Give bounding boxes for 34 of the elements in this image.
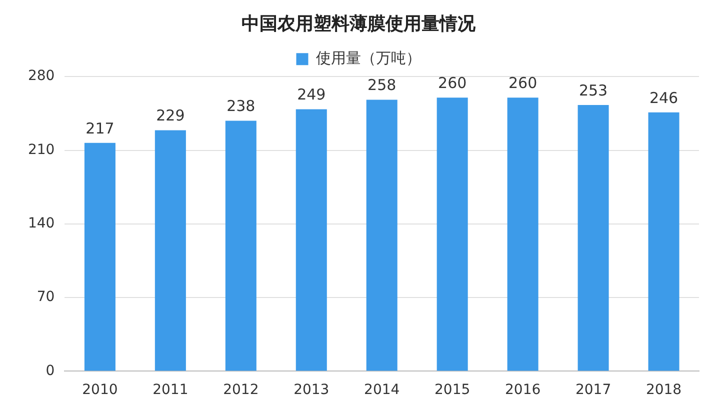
data-label: 238 (226, 97, 256, 116)
data-label: 229 (156, 106, 185, 125)
bar (84, 142, 116, 371)
y-tick-label: 280 (28, 68, 55, 84)
x-tick-label: 2015 (434, 382, 470, 398)
x-tick-label: 2011 (152, 382, 188, 398)
y-tick-label: 140 (28, 216, 55, 232)
x-tick-label: 2014 (364, 382, 400, 398)
data-label: 260 (508, 74, 538, 92)
data-label: 246 (649, 88, 678, 107)
data-label: 253 (578, 81, 608, 100)
data-label: 258 (368, 76, 396, 94)
bar (154, 130, 186, 371)
x-tick-label: 2013 (294, 382, 330, 398)
bar (366, 100, 398, 371)
x-tick-label: 2016 (504, 382, 541, 398)
x-tick-label: 2012 (223, 382, 259, 398)
data-label: 260 (438, 74, 467, 92)
bar (648, 112, 680, 371)
data-label: 217 (86, 119, 114, 138)
bar (578, 105, 609, 371)
y-tick-label: 70 (36, 289, 55, 306)
legend-label: 使用量（万吨） (316, 48, 421, 67)
bar (296, 109, 327, 371)
chart-title: 中国农用塑料薄膜使用量情况 (242, 13, 476, 34)
bar (436, 98, 468, 371)
bar (507, 98, 538, 371)
y-tick-label: 210 (28, 142, 55, 158)
data-label: 249 (297, 86, 326, 104)
x-tick-label: 2017 (575, 382, 612, 398)
y-tick-label: 0 (46, 362, 55, 379)
x-tick-label: 2010 (82, 382, 118, 398)
bar (225, 120, 256, 371)
x-tick-label: 2018 (646, 382, 682, 398)
